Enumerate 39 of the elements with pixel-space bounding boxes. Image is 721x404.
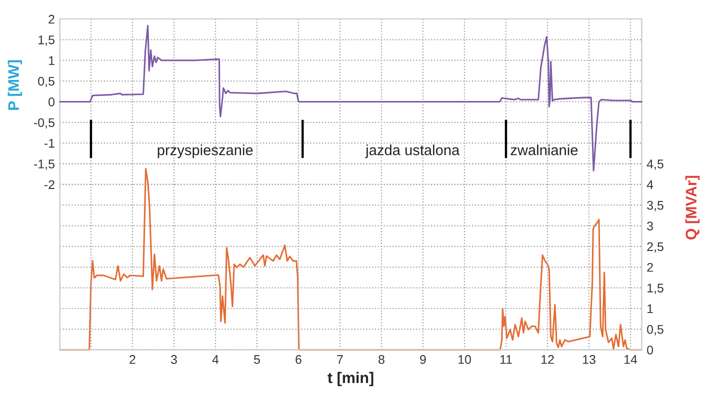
y2-axis-title: Q [MVAr] [685,176,700,240]
y-tick-label: 0 [48,98,54,106]
y2-tick-label: 1,5 [648,284,664,294]
y2-tick-label: 2 [647,262,653,272]
x-tick-label: 7 [337,355,343,364]
y2-tick-label: 2,5 [647,242,664,253]
x-tick-label: 14 [624,355,638,364]
y-tick-label: 1 [48,56,54,65]
x-tick-label: 9 [420,355,426,364]
x-tick-label: 12 [541,355,554,364]
y-tick-label: -1 [44,138,54,148]
annotation: przyspieszanie [158,144,253,158]
y2-tick-label: 0 [647,346,654,355]
x-tick-label: 4 [212,355,219,364]
y-tick-label: -1,5 [34,160,54,170]
y2-tick-label: 3,5 [647,200,664,212]
x-tick-label: 8 [378,355,384,364]
line-series [59,24,642,172]
y-tick-label: 0,5 [38,76,54,88]
x-tick-label: 5 [254,355,260,364]
y2-tick-label: 4 [646,180,654,189]
x-tick-label: 3 [170,355,177,364]
y-tick-label: -0,5 [34,118,54,129]
annotation: jazda ustalona [365,144,460,158]
y-tick-label: -2 [44,180,54,189]
y-tick-label: 2 [48,14,54,24]
y2-tick-label: 1 [648,304,653,314]
y2-tick-label: 0,5 [647,324,664,336]
annotation: zwalnianie [510,144,578,156]
x-tick-label: 2 [130,355,136,364]
y-axis-title: P [MW] [8,60,22,110]
x-tick-label: 6 [296,355,302,364]
y2-tick-label: 3 [647,222,653,230]
y2-tick-label: 4,5 [646,160,664,170]
x-tick-label: 11 [500,355,512,364]
y-tick-label: 1,5 [38,36,54,46]
x-tick-label: 13 [582,355,596,364]
x-axis-title: t [min] [328,372,374,386]
x-tick-label: 10 [458,355,471,364]
